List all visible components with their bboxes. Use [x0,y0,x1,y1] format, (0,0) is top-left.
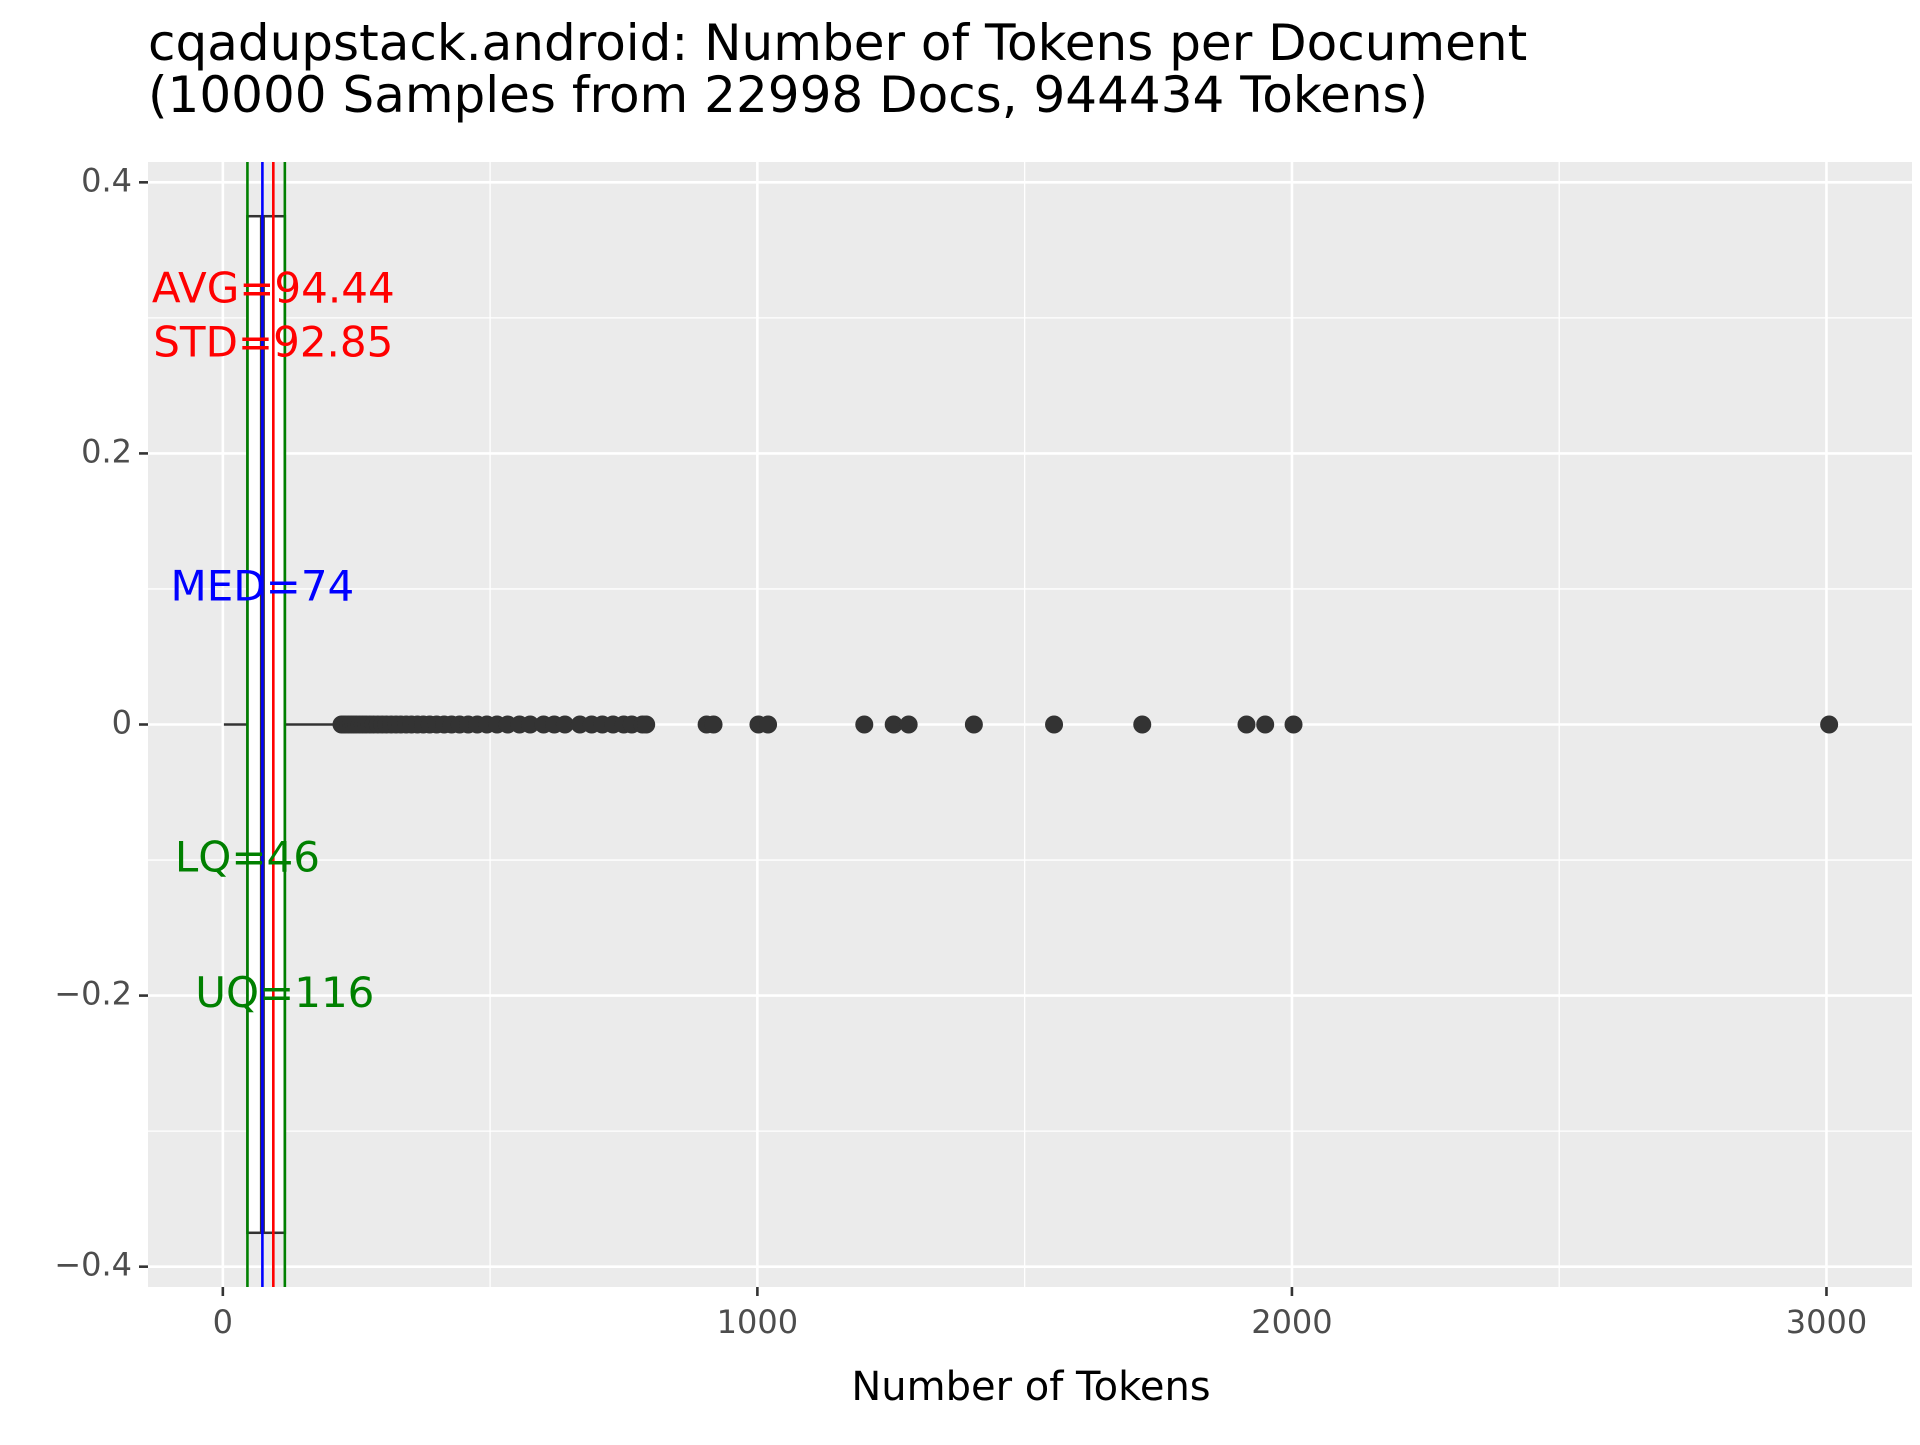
outlier-point [899,715,918,734]
outlier-point [884,715,903,734]
annotation-lq: LQ=46 [175,833,320,882]
annotation-avg: AVG=94.44 [152,263,395,312]
x-tick-label: 2000 [1251,1303,1332,1341]
x-axis: 0 1000 2000 3000 [213,1287,1867,1341]
x-tick-label: 0 [213,1303,233,1341]
reference-lines [246,162,287,1287]
box-iqr [246,214,287,1235]
chart-title-line-2: (10000 Samples from 22998 Docs, 944434 T… [148,66,1428,124]
annotation-uq: UQ=116 [195,968,374,1017]
outlier-point [855,715,874,734]
outlier-point [1256,715,1275,734]
outlier-point [1820,715,1839,734]
y-tick-label: −0.2 [54,975,132,1013]
annotations: AVG=94.44 STD=92.85 MED=74 LQ=46 UQ=116 [152,263,395,1017]
y-tick-label: 0.4 [81,161,132,199]
y-axis: 0.4 0.2 0 −0.2 −0.4 [54,161,148,1284]
x-axis-title: Number of Tokens [851,1364,1210,1410]
chart-title-line-1: cqadupstack.android: Number of Tokens pe… [148,14,1527,72]
annotation-med: MED=74 [171,561,355,610]
y-tick-label: 0 [112,704,132,742]
outlier-point [555,715,574,734]
annotation-std: STD=92.85 [153,317,393,366]
outlier-point [637,715,656,734]
outlier-point [1284,715,1303,734]
outlier-point [1237,715,1256,734]
outlier-point [1045,715,1064,734]
y-tick-label: 0.2 [81,432,132,470]
outlier-points [332,715,1839,734]
x-tick-label: 1000 [717,1303,798,1341]
outlier-point [759,715,778,734]
outlier-point [521,715,540,734]
outlier-point [1133,715,1152,734]
y-tick-label: −0.4 [54,1246,132,1284]
outlier-point [704,715,723,734]
outlier-point [964,715,983,734]
x-tick-label: 3000 [1786,1303,1867,1341]
